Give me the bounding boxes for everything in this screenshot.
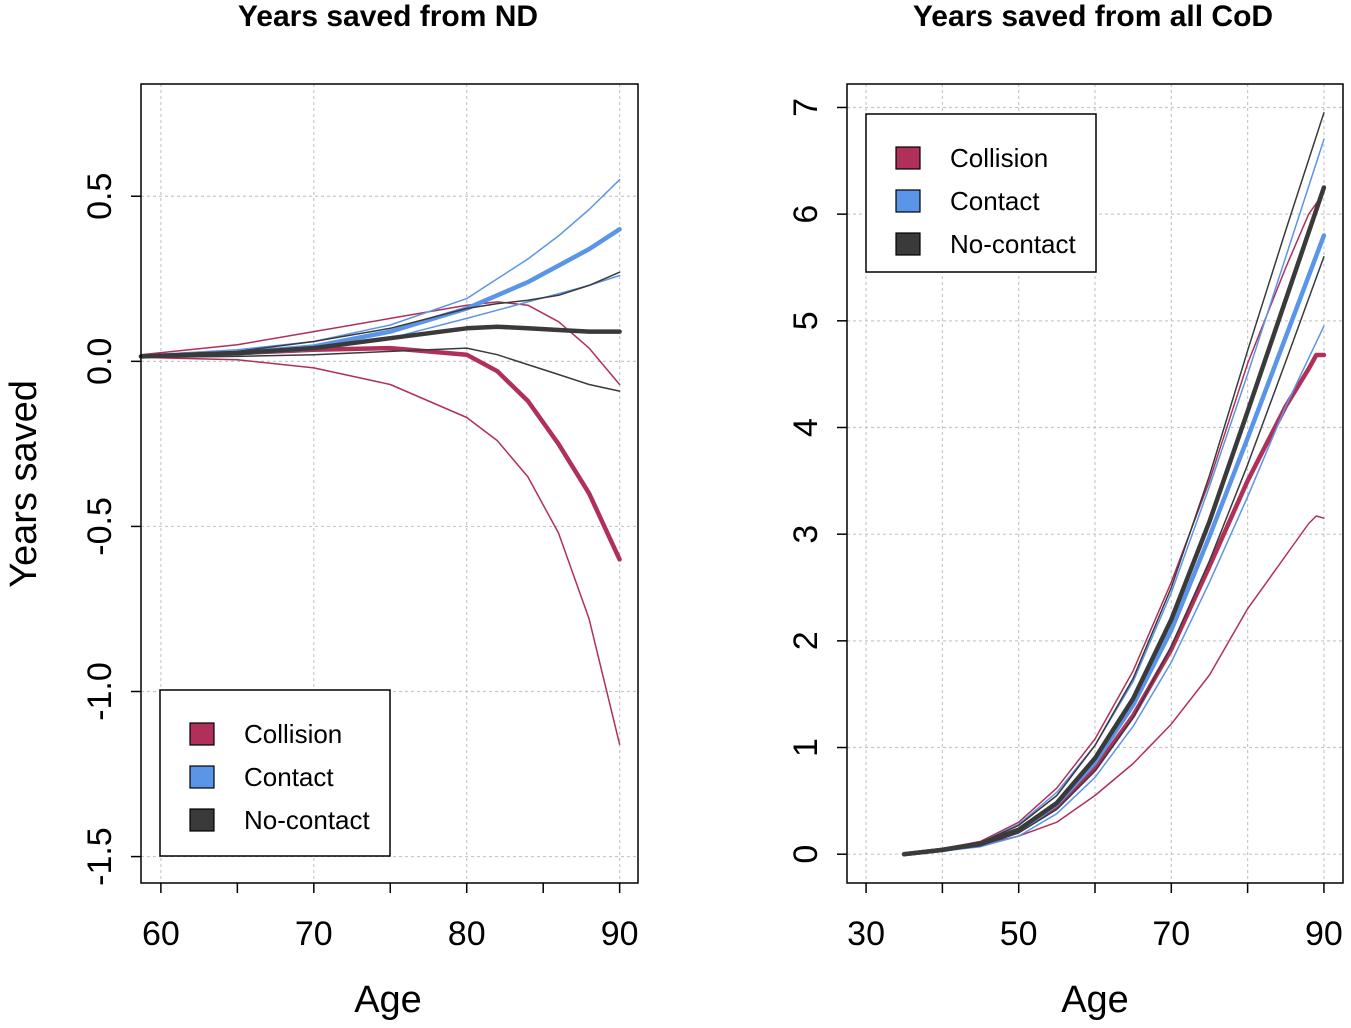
- series-line-collision-lower: [903, 515, 1325, 855]
- y-tick-label: -0.5: [81, 497, 119, 556]
- series-line-no-contact-upper: [140, 271, 621, 357]
- series-line-no-contact-lower: [140, 347, 621, 392]
- series-line-no-contact: [138, 324, 622, 359]
- legend-label: No-contact: [244, 805, 370, 835]
- series-line-collision-lower: [140, 356, 621, 746]
- x-axis-label: Age: [354, 979, 422, 1021]
- x-tick-label: 90: [1305, 915, 1343, 953]
- legend-label: Collision: [244, 719, 342, 749]
- y-tick-label: -1.5: [81, 827, 119, 886]
- y-tick-label: 0: [787, 845, 825, 864]
- y-tick-label: 0.0: [81, 338, 119, 385]
- x-tick-label: 80: [448, 915, 486, 953]
- series-line-no-contact: [901, 185, 1327, 857]
- legend-swatch: [189, 722, 215, 746]
- legend: Collision Contact No-contact: [159, 689, 391, 857]
- legend-label: Collision: [950, 143, 1048, 173]
- series-line-collision: [138, 345, 622, 562]
- chart-title: Years saved from ND: [238, 0, 538, 33]
- x-tick-label: 70: [1152, 915, 1190, 953]
- y-tick-label: 0.5: [81, 173, 119, 220]
- series-line-no-contact-lower: [903, 256, 1325, 855]
- plot-frame: [140, 83, 639, 884]
- y-tick-label: 2: [787, 631, 825, 650]
- y-tick-label: 4: [787, 418, 825, 437]
- series-line-collision-upper: [903, 192, 1325, 855]
- x-tick-label: 70: [295, 915, 333, 953]
- y-tick-label: 7: [787, 98, 825, 117]
- x-axis-label: Age: [1061, 979, 1129, 1021]
- series-line-collision-upper: [140, 301, 621, 386]
- y-tick-label: 3: [787, 525, 825, 544]
- y-tick-label: 1: [787, 738, 825, 757]
- legend-swatch: [189, 765, 215, 789]
- chart-title: Years saved from all CoD: [913, 0, 1273, 33]
- x-tick-label: 90: [601, 915, 639, 953]
- y-axis-label: Years saved: [3, 380, 45, 588]
- legend-swatch: [895, 146, 921, 170]
- legend-label: Contact: [950, 186, 1040, 216]
- panel-years-saved-nd: Years saved from ND 60 70 80 90 -1.5 -1.0 -0.…: [3, 0, 639, 1021]
- series-line-contact-upper: [140, 178, 621, 357]
- x-tick-label: 60: [142, 915, 180, 953]
- legend: Collision Contact No-contact: [865, 113, 1097, 273]
- legend-swatch: [895, 189, 921, 213]
- y-tick-label: 5: [787, 311, 825, 330]
- panel-years-saved-all-cod: Years saved from all CoD 30 50 70 90 0 1 2 3 4 5…: [787, 0, 1344, 1021]
- y-tick-label: 6: [787, 205, 825, 224]
- x-tick-label: 50: [1000, 915, 1038, 953]
- legend-swatch: [189, 808, 215, 832]
- legend-label: Contact: [244, 762, 334, 792]
- legend-label: No-contact: [950, 229, 1076, 259]
- y-tick-label: -1.0: [81, 662, 119, 721]
- x-tick-label: 30: [847, 915, 885, 953]
- legend-swatch: [895, 232, 921, 256]
